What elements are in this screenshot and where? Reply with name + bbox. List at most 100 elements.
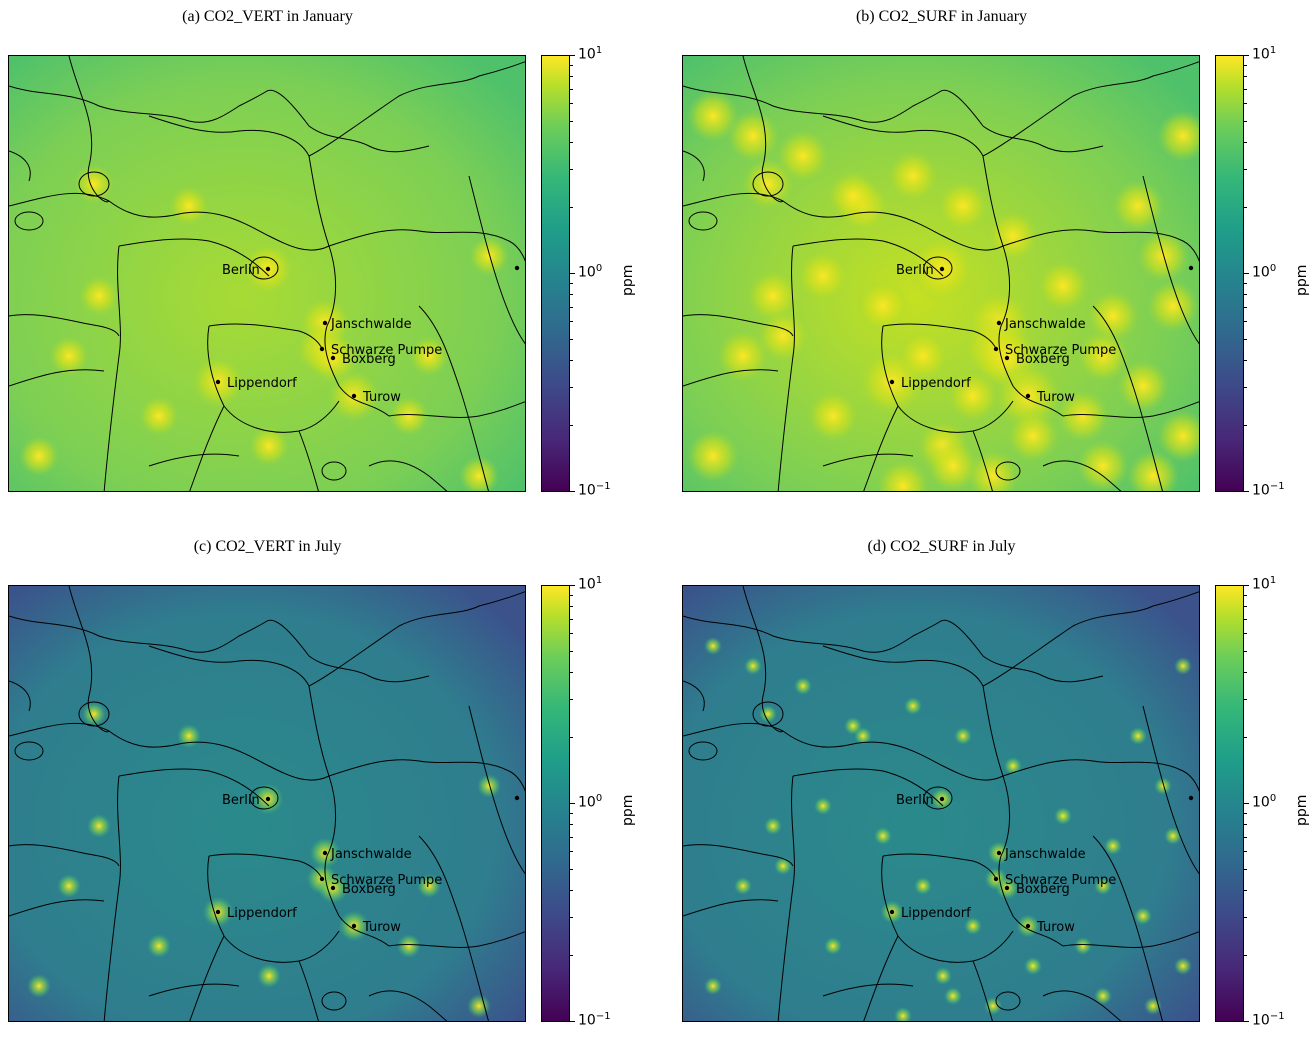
colorbar-tick-label-top: 101 <box>578 575 603 593</box>
colorbar-tick-label-mid: 100 <box>1252 263 1277 281</box>
region-border <box>368 990 448 1021</box>
colorbar-tick-label-top: 101 <box>1252 575 1277 593</box>
site-label: Boxberg <box>342 352 396 367</box>
colorbar-minor-tick <box>570 120 573 122</box>
emission-hotspot <box>57 874 81 898</box>
region-border <box>822 983 914 997</box>
region-border <box>683 844 794 867</box>
emission-hotspot <box>844 717 862 735</box>
emission-hotspot <box>139 396 179 436</box>
site-marker <box>1004 355 1010 361</box>
region-border <box>298 430 319 491</box>
colorbar-tick <box>570 1021 575 1022</box>
colorbar-minor-tick <box>1244 916 1247 918</box>
region-border <box>881 855 1014 963</box>
colorbar-minor-tick <box>1244 64 1247 66</box>
colorbar-minor-tick <box>1244 618 1247 620</box>
emission-hotspot <box>1137 230 1189 282</box>
emission-hotspot <box>759 705 777 723</box>
site-label: Boxberg <box>342 882 396 897</box>
colorbar-minor-tick <box>1244 141 1247 143</box>
region-border <box>972 960 993 1021</box>
emission-hotspot <box>1117 360 1169 412</box>
colorbar-tick-label-bottom: 10−1 <box>1252 1011 1285 1029</box>
region-border <box>208 853 323 880</box>
colorbar-tick <box>1244 803 1249 804</box>
emission-hotspot <box>757 310 809 362</box>
emission-hotspot <box>1074 937 1092 955</box>
panel-b: (b) CO2_SURF in January Berlin Janschwald… <box>674 0 1316 514</box>
emission-hotspot <box>74 164 114 204</box>
region-border <box>777 245 795 491</box>
colorbar-minor-tick <box>1244 836 1247 838</box>
region-border <box>189 405 225 491</box>
colorbar-tick <box>1244 273 1249 274</box>
map-co2-vert-july: Berlin Janschwalde Schwarze Pumpe Boxberg Li… <box>8 585 526 1022</box>
region-border <box>308 591 525 687</box>
emission-hotspot <box>397 934 421 958</box>
region-border <box>792 768 944 807</box>
colorbar-tick <box>570 803 575 804</box>
colorbar-minor-tick <box>570 633 573 635</box>
colorbar-minor-tick <box>1244 282 1247 284</box>
colorbar-tick <box>1244 55 1249 56</box>
emission-hotspot <box>1007 410 1059 462</box>
colorbar <box>1215 585 1244 1022</box>
emission-hotspot <box>79 276 119 316</box>
emission-hotspot <box>874 827 892 845</box>
site-marker <box>889 909 895 915</box>
boundary-outline <box>688 741 718 761</box>
emission-hotspot <box>967 450 1019 491</box>
emission-hotspot <box>937 180 989 232</box>
colorbar-tick-label-mid: 100 <box>578 263 603 281</box>
panel-c: (c) CO2_VERT in July Berlin Janschwalde Sc… <box>0 530 658 1044</box>
colorbar-tick <box>1244 585 1249 586</box>
emission-hotspot <box>1024 957 1042 975</box>
region-border <box>328 759 525 792</box>
colorbar-tick <box>570 55 575 56</box>
colorbar-tick-label-bottom: 10−1 <box>1252 481 1285 499</box>
colorbar-minor-tick <box>570 207 573 209</box>
colorbar-minor-tick <box>570 141 573 143</box>
coastline <box>683 85 1104 153</box>
emission-hotspot <box>1164 827 1182 845</box>
region-border <box>207 325 340 433</box>
emission-hotspot <box>827 170 879 222</box>
region-border <box>388 931 525 948</box>
colorbar-minor-tick <box>1244 650 1247 652</box>
region-border <box>1062 401 1199 418</box>
boundary-outline <box>752 701 784 727</box>
region-border <box>308 61 525 157</box>
region-border <box>1092 305 1163 491</box>
region-border <box>1142 705 1199 875</box>
region-border <box>118 768 270 807</box>
colorbar-minor-tick <box>570 737 573 739</box>
colorbar-minor-tick <box>1244 321 1247 323</box>
region-border <box>103 245 121 491</box>
emission-hotspot <box>249 426 289 466</box>
emission-hotspot <box>747 270 799 322</box>
colorbar-tick <box>1244 1021 1249 1022</box>
emission-hotspot <box>1057 390 1109 442</box>
site-label: Lippendorf <box>901 906 971 921</box>
site-label: Berlin <box>222 793 260 808</box>
emission-hotspot <box>1147 280 1199 332</box>
colorbar-tick <box>570 585 575 586</box>
emission-hotspot <box>954 727 972 745</box>
region-border <box>863 405 899 491</box>
emission-hotspot <box>1104 837 1122 855</box>
panel-title: (c) CO2_VERT in July <box>193 538 342 555</box>
region-border <box>683 192 1004 251</box>
site-marker <box>1004 885 1010 891</box>
region-border <box>388 401 525 418</box>
site-label: Berlin <box>222 263 260 278</box>
colorbar-minor-tick <box>1244 889 1247 891</box>
colorbar-minor-tick <box>570 889 573 891</box>
emission-hotspot <box>877 460 929 491</box>
colorbar <box>1215 55 1244 492</box>
emission-hotspot <box>934 967 952 985</box>
emission-hotspot <box>49 336 89 376</box>
emission-hotspot <box>734 877 752 895</box>
